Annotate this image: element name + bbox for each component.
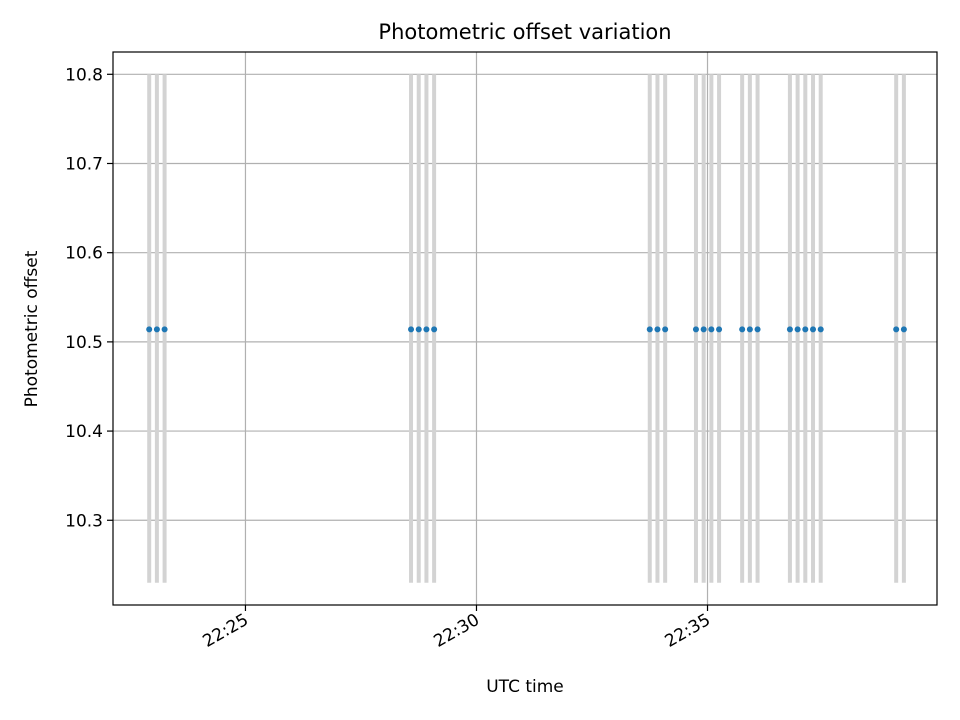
data-point: [754, 326, 761, 333]
data-point: [646, 326, 653, 333]
y-tick-label: 10.5: [65, 333, 103, 353]
data-point: [708, 326, 715, 333]
data-point: [900, 326, 907, 333]
data-point: [408, 326, 415, 333]
data-point: [893, 326, 900, 333]
data-point: [692, 326, 699, 333]
x-axis-label: UTC time: [486, 677, 564, 697]
data-point: [431, 326, 438, 333]
y-tick-label: 10.6: [65, 244, 103, 264]
data-point: [786, 326, 793, 333]
data-points: [146, 326, 907, 333]
data-point: [423, 326, 430, 333]
grid: [113, 52, 937, 605]
data-point: [716, 326, 723, 333]
data-point: [662, 326, 669, 333]
data-point: [794, 326, 801, 333]
data-point: [802, 326, 809, 333]
data-point: [739, 326, 746, 333]
y-tick-label: 10.8: [65, 65, 103, 85]
data-point: [146, 326, 153, 333]
data-point: [810, 326, 817, 333]
data-point: [415, 326, 422, 333]
data-point: [654, 326, 661, 333]
data-point: [817, 326, 824, 333]
y-tick-label: 10.3: [65, 511, 103, 531]
data-point: [153, 326, 160, 333]
plot-frame: [112, 51, 938, 606]
y-axis-label: Photometric offset: [22, 250, 42, 407]
chart-title: Photometric offset variation: [378, 20, 671, 44]
data-point: [700, 326, 707, 333]
y-tick-label: 10.7: [65, 154, 103, 174]
y-tick-label: 10.4: [65, 422, 103, 442]
y-axis: 10.3 10.4 10.5 10.6 10.7 10.8: [65, 65, 113, 531]
data-point: [161, 326, 168, 333]
data-point: [746, 326, 753, 333]
